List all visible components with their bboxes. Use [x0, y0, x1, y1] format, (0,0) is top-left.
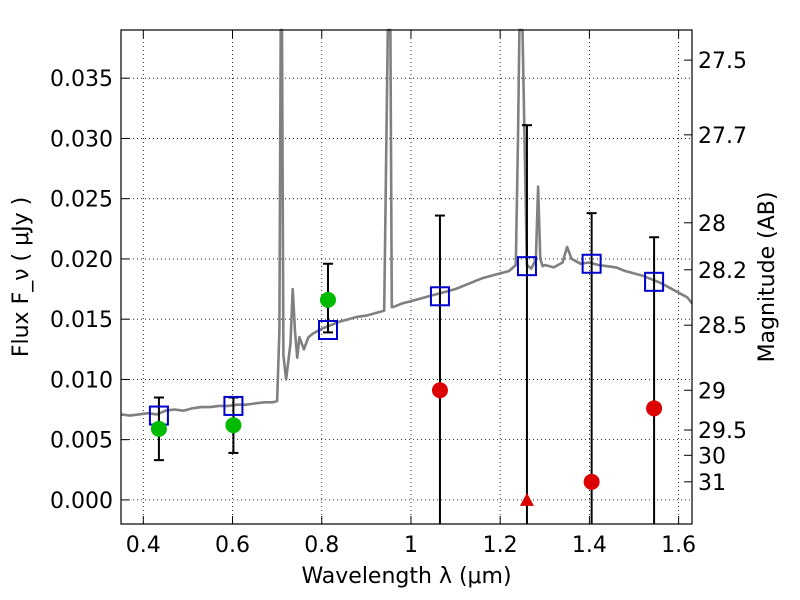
- nondetection-point: [431, 382, 448, 399]
- detection-point: [225, 417, 242, 434]
- y-axis-right-label: Magnitude (AB): [755, 192, 780, 363]
- y-tick-label: 0.005: [50, 429, 113, 454]
- detection-point: [319, 291, 336, 308]
- y-tick-label: 0.010: [50, 368, 113, 393]
- detection-point: [150, 420, 167, 437]
- x-axis-label: Wavelength λ (μm): [301, 564, 511, 589]
- right-tick-label: 29.5: [698, 419, 747, 444]
- ticks: 0.4 0.6 0.8 1 1.2 1.4 1.6 0.000 0.005 0.010 0.015 0…: [50, 30, 747, 558]
- model-square: [223, 395, 244, 416]
- y-tick-label: 0.035: [50, 67, 113, 92]
- model-square: [644, 271, 665, 292]
- model-square: [429, 286, 450, 307]
- x-tick-label: 0.4: [126, 533, 161, 558]
- nondetection-point: [646, 400, 663, 417]
- y-axis-label: Flux F_ν ( μJy ): [9, 197, 34, 357]
- model-square: [516, 256, 537, 277]
- y-tick-label: 0.025: [50, 188, 113, 213]
- model-square: [581, 253, 602, 274]
- markers: [148, 253, 665, 506]
- right-tick-label: 28: [698, 212, 726, 237]
- right-tick-label: 30: [698, 444, 726, 469]
- right-tick-label: 29: [698, 379, 726, 404]
- right-tick-label: 28.2: [698, 259, 747, 284]
- x-tick-label: 1.6: [661, 533, 696, 558]
- model-square: [317, 320, 338, 341]
- x-tick-label: 1.4: [572, 533, 607, 558]
- spectrum-layer: [120, 28, 694, 417]
- grid: [121, 30, 692, 524]
- y-tick-label: 0.015: [50, 308, 113, 333]
- x-tick-label: 1.2: [483, 533, 518, 558]
- y-tick-label: 0.030: [50, 127, 113, 152]
- x-tick-label: 1: [404, 533, 418, 558]
- right-tick-label: 28.5: [698, 314, 747, 339]
- x-tick-label: 0.6: [215, 533, 250, 558]
- right-tick-label: 27.7: [698, 124, 747, 149]
- right-tick-label: 27.5: [698, 49, 747, 74]
- spectrum-line: [120, 28, 694, 417]
- right-tick-label: 31: [698, 471, 726, 496]
- y-tick-label: 0.020: [50, 248, 113, 273]
- nondetection-point: [583, 473, 600, 490]
- nondetection-triangle: [519, 492, 534, 506]
- y-tick-label: 0.000: [50, 489, 113, 514]
- plot-frame: [120, 29, 693, 525]
- error-bars: [153, 124, 660, 524]
- x-tick-label: 0.8: [304, 533, 339, 558]
